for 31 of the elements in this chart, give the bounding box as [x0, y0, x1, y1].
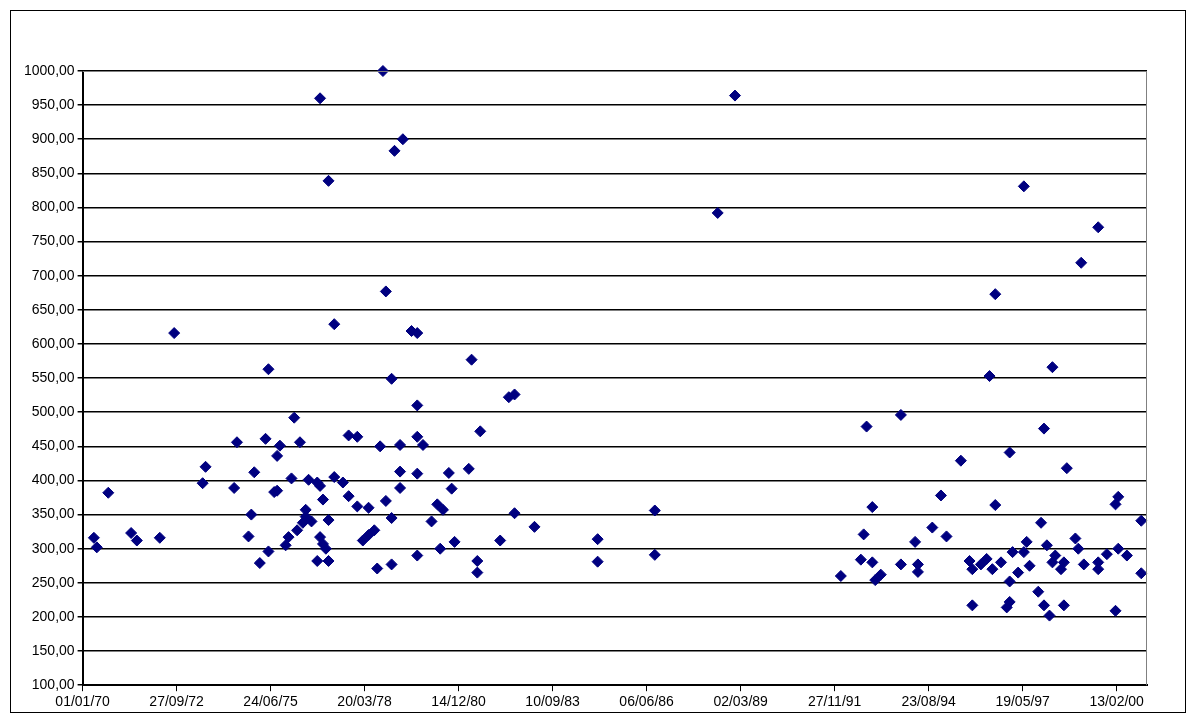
x-tick-label: 01/01/70 [55, 693, 111, 710]
y-tick-label: 600,00 [31, 334, 75, 351]
x-tick-label: 13/02/00 [1089, 693, 1145, 710]
y-tick-label: 250,00 [31, 573, 75, 590]
y-tick-label: 300,00 [31, 539, 75, 556]
y-tick-label: 100,00 [31, 676, 75, 693]
y-tick-label: 200,00 [31, 607, 75, 624]
x-tick-label: 23/08/94 [901, 693, 957, 710]
x-tick-label: 24/06/75 [243, 693, 299, 710]
x-tick-label: 14/12/80 [431, 693, 487, 710]
x-tick-label: 19/05/97 [995, 693, 1051, 710]
x-tick-label: 27/11/91 [807, 693, 862, 710]
y-tick-label: 850,00 [31, 164, 75, 181]
y-tick-label: 800,00 [31, 198, 75, 215]
y-tick-label: 500,00 [31, 403, 75, 420]
y-tick-label: 150,00 [31, 641, 75, 658]
y-tick-label: 450,00 [31, 437, 75, 454]
y-tick-label: 950,00 [31, 95, 75, 112]
x-tick-label: 20/03/78 [337, 693, 393, 710]
x-tick-label: 02/03/89 [713, 693, 769, 710]
y-tick-label: 700,00 [31, 266, 75, 283]
y-tick-label: 400,00 [31, 471, 75, 488]
y-tick-label: 550,00 [31, 368, 75, 385]
y-tick-label: 650,00 [31, 300, 75, 317]
x-tick-label: 06/06/86 [619, 693, 675, 710]
y-tick-label: 1000,00 [24, 61, 75, 78]
x-tick-label: 27/09/72 [149, 693, 205, 710]
y-tick-label: 750,00 [31, 232, 75, 249]
x-tick-label: 10/09/83 [525, 693, 581, 710]
y-tick-label: 900,00 [31, 130, 75, 147]
y-tick-label: 350,00 [31, 505, 75, 522]
